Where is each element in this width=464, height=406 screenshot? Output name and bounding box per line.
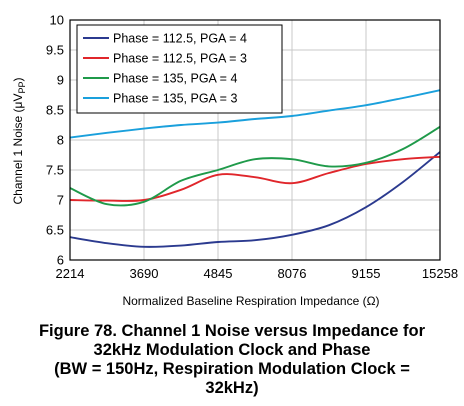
legend-box	[76, 24, 283, 114]
y-tick-label: 6.5	[46, 223, 64, 238]
y-tick-label: 9	[57, 73, 64, 88]
noise-chart: 6 6.5 7 7.5 8 8.5 9 9.5 10 2214 3690 4845 8076 9155 1…	[11, 13, 459, 309]
series-lines	[69, 89, 441, 248]
y-axis-title: Channel 1 Noise (μVPP)	[11, 78, 27, 205]
x-tick-labels: 2214 3690 4845 8076 9155 15258	[56, 266, 459, 281]
y-tick-label: 7	[57, 193, 64, 208]
legend-label-1: Phase = 112.5, PGA = 4	[113, 32, 247, 46]
x-tick-label: 8076	[278, 266, 307, 281]
series-line-1	[69, 151, 441, 248]
y-tick-labels: 6 6.5 7 7.5 8 8.5 9 9.5 10	[46, 13, 64, 268]
y-tick-label: 9.5	[46, 43, 64, 58]
y-tick-label: 10	[50, 13, 64, 28]
x-tick-label: 4845	[204, 266, 233, 281]
x-tick-label: 9155	[352, 266, 381, 281]
y-tick-label: 7.5	[46, 163, 64, 178]
x-tick-label: 15258	[422, 266, 458, 281]
plot-frame	[69, 19, 441, 261]
y-tick-label: 6	[57, 253, 64, 268]
caption-line-2: 32kHz Modulation Clock and Phase	[93, 341, 371, 359]
caption-line-4: 32kHz)	[205, 379, 259, 397]
legend-label-4: Phase = 135, PGA = 3	[113, 92, 237, 106]
series-line-3	[69, 125, 441, 207]
x-tick-label: 3690	[130, 266, 159, 281]
y-axis-title-main: Channel 1 Noise (μV	[11, 94, 25, 205]
y-tick-label: 8.5	[46, 103, 64, 118]
y-axis-title-close: )	[11, 78, 25, 82]
y-axis-title-sub: PP	[17, 82, 27, 94]
figure-caption: Figure 78. Channel 1 Noise versus Impeda…	[0, 322, 464, 398]
legend-label-3: Phase = 135, PGA = 4	[113, 72, 237, 86]
x-tick-label: 2214	[56, 266, 85, 281]
series-line-4	[69, 89, 441, 139]
legend-label-2: Phase = 112.5, PGA = 3	[113, 52, 247, 66]
x-axis-title: Normalized Baseline Respiration Impedanc…	[122, 294, 379, 308]
series-line-2	[69, 155, 441, 202]
caption-line-1: Figure 78. Channel 1 Noise versus Impeda…	[38, 322, 426, 340]
caption-line-3: (BW = 150Hz, Respiration Modulation Cloc…	[54, 360, 410, 378]
legend: Phase = 112.5, PGA = 4 Phase = 112.5, PGA…	[76, 24, 283, 114]
y-tick-label: 8	[57, 133, 64, 148]
